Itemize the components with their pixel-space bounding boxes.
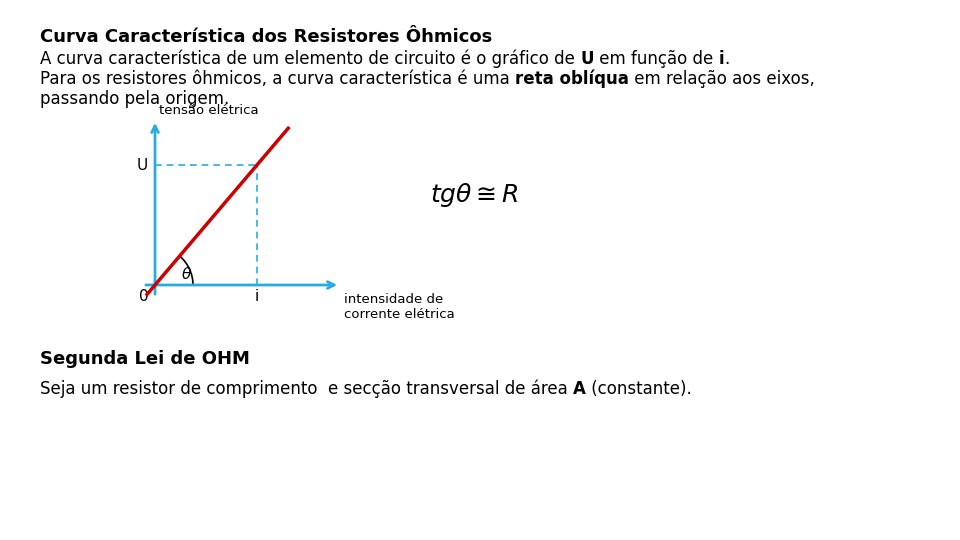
Text: U: U — [136, 158, 148, 173]
Text: passando pela origem.: passando pela origem. — [40, 90, 229, 108]
Text: A: A — [573, 380, 586, 398]
Text: U: U — [580, 50, 593, 68]
Text: em função de: em função de — [593, 50, 718, 68]
Text: intensidade de
corrente elétrica: intensidade de corrente elétrica — [344, 293, 455, 321]
Text: (constante).: (constante). — [586, 380, 691, 398]
Text: em relação aos eixos,: em relação aos eixos, — [629, 70, 815, 88]
Text: Curva Característica dos Resistores Ôhmicos: Curva Característica dos Resistores Ôhmi… — [40, 28, 492, 46]
Text: tensão elétrica: tensão elétrica — [159, 104, 258, 117]
Text: .: . — [724, 50, 729, 68]
Text: 0: 0 — [139, 289, 149, 304]
Text: i: i — [718, 50, 724, 68]
Text: i: i — [254, 289, 259, 304]
Text: Para os resistores ôhmicos, a curva característica é uma: Para os resistores ôhmicos, a curva cara… — [40, 70, 515, 88]
Text: $tg\theta \cong R$: $tg\theta \cong R$ — [430, 181, 518, 209]
Text: Seja um resistor de comprimento  e secção transversal de área: Seja um resistor de comprimento e secção… — [40, 380, 573, 399]
Text: A curva característica de um elemento de circuito é o gráfico de: A curva característica de um elemento de… — [40, 50, 580, 69]
Text: θ: θ — [181, 267, 191, 282]
Text: reta oblíqua: reta oblíqua — [515, 70, 629, 89]
Text: Segunda Lei de OHM: Segunda Lei de OHM — [40, 350, 250, 368]
